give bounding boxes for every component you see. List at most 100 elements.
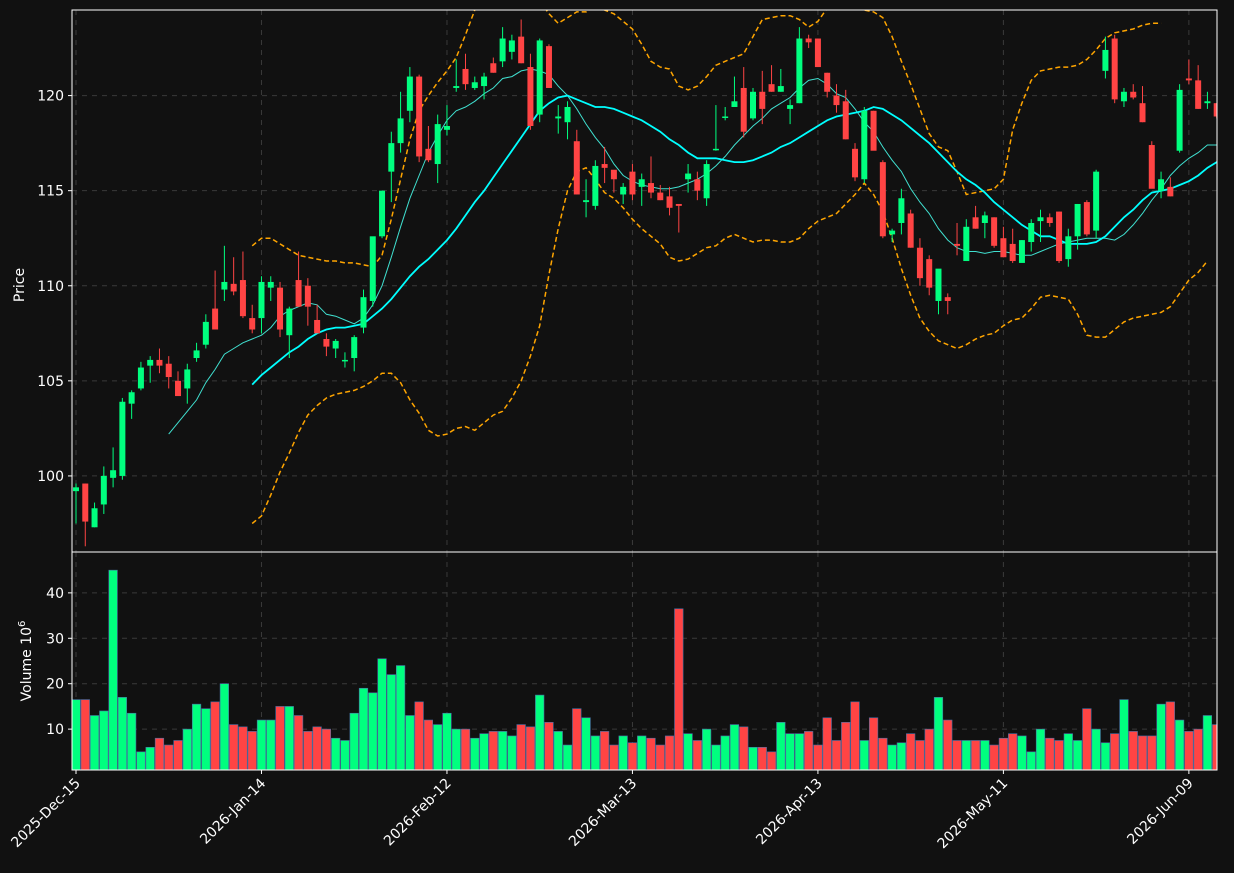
candle-body xyxy=(759,91,766,109)
volume-bar xyxy=(442,712,452,770)
candle-body xyxy=(82,483,89,522)
bollinger-bands xyxy=(251,10,1208,525)
candle-body xyxy=(314,319,321,334)
volume-axis-label-exponent: 6 xyxy=(17,621,28,627)
volume-bar xyxy=(970,740,981,770)
volume-bar xyxy=(1091,728,1101,770)
volume-bar xyxy=(145,746,155,770)
volume-bar xyxy=(1082,708,1092,770)
candle-body xyxy=(481,76,488,87)
volume-bar xyxy=(340,740,350,770)
volume-bar xyxy=(89,715,100,770)
volume-bar xyxy=(470,737,480,770)
candle-body xyxy=(629,171,636,195)
volume-bar xyxy=(683,733,693,770)
price-axis-label: Price xyxy=(12,268,28,302)
volume-bar xyxy=(275,706,285,770)
volume-bar xyxy=(127,712,137,770)
candle-body xyxy=(286,308,293,336)
candle-body xyxy=(731,101,738,107)
volume-bar xyxy=(627,742,638,770)
volume-bar xyxy=(173,740,183,770)
volume-bar xyxy=(136,751,146,770)
candle-body xyxy=(750,91,757,119)
volume-bar xyxy=(498,731,508,770)
candle-body xyxy=(360,297,367,328)
candle-body xyxy=(1037,217,1044,222)
candle-body xyxy=(1083,202,1090,235)
candle-body xyxy=(907,213,914,248)
volume-bar xyxy=(1045,737,1055,770)
candle-body xyxy=(193,350,200,359)
volume-bar xyxy=(1175,719,1185,770)
volume-bar xyxy=(1128,731,1138,770)
volume-bar xyxy=(562,744,573,770)
volume-bar xyxy=(303,731,313,770)
volume-bar xyxy=(850,701,860,770)
candle-body xyxy=(369,236,376,301)
candle-body xyxy=(1130,91,1137,98)
volume-tick-label: 20 xyxy=(46,677,64,693)
volume-bar xyxy=(878,737,888,770)
candle-body xyxy=(787,105,794,109)
price-y-ticks: 100 105 110 115 120 xyxy=(37,89,72,485)
candle-body xyxy=(601,164,608,168)
volume-bar xyxy=(293,715,304,770)
volume-bar xyxy=(590,735,600,770)
candle-body xyxy=(1009,243,1016,262)
candle-body xyxy=(1093,171,1100,231)
volume-bar xyxy=(460,728,471,770)
volume-bar xyxy=(776,722,786,770)
volume-bar xyxy=(692,740,702,770)
candle-body xyxy=(564,106,571,123)
volume-bar xyxy=(210,701,220,770)
candle-body xyxy=(1176,89,1183,151)
candle-body xyxy=(926,259,933,288)
volume-bar xyxy=(766,751,777,770)
candle-body xyxy=(230,283,237,292)
volume-bar xyxy=(451,728,461,770)
volume-bar xyxy=(1054,740,1064,770)
candle-body xyxy=(796,38,803,104)
volume-bar xyxy=(943,719,953,770)
volume-bar xyxy=(841,722,851,770)
volume-bar xyxy=(108,569,118,770)
candle-body xyxy=(991,217,998,246)
candle-body xyxy=(462,68,469,85)
volume-bar xyxy=(581,717,591,770)
volume-bar xyxy=(674,608,684,770)
candle-body xyxy=(490,63,497,73)
volume-bar xyxy=(906,733,916,770)
candle-body xyxy=(1195,80,1202,109)
candle-body xyxy=(406,76,413,111)
candle-body xyxy=(221,281,228,290)
volume-bar xyxy=(72,699,81,770)
volume-bar xyxy=(748,746,758,770)
candle-body xyxy=(1213,103,1217,117)
candle-body xyxy=(1204,101,1211,104)
candle-body xyxy=(323,339,330,347)
volume-bar xyxy=(896,742,906,770)
volume-bar xyxy=(368,692,378,770)
volume-bar xyxy=(729,724,740,770)
candle-body xyxy=(685,173,692,180)
candle-body xyxy=(202,321,209,345)
volume-bar xyxy=(80,699,90,770)
volume-bar xyxy=(1119,699,1129,770)
candle-body xyxy=(434,124,441,165)
candle-body xyxy=(972,217,979,229)
volume-bar xyxy=(405,715,415,770)
bollinger-upper-line xyxy=(251,10,1162,268)
candle-body xyxy=(935,268,942,301)
volume-bar xyxy=(358,687,369,770)
candle-body xyxy=(73,487,79,492)
volume-bar xyxy=(191,703,202,770)
candle-body xyxy=(963,226,970,262)
candle-body xyxy=(527,67,534,127)
price-tick-label: 110 xyxy=(37,279,64,295)
volume-bar xyxy=(395,665,406,770)
volume-bar xyxy=(349,712,359,770)
volume-bar xyxy=(1100,742,1111,770)
candle-body xyxy=(1139,103,1146,123)
candle-body xyxy=(1148,145,1155,189)
